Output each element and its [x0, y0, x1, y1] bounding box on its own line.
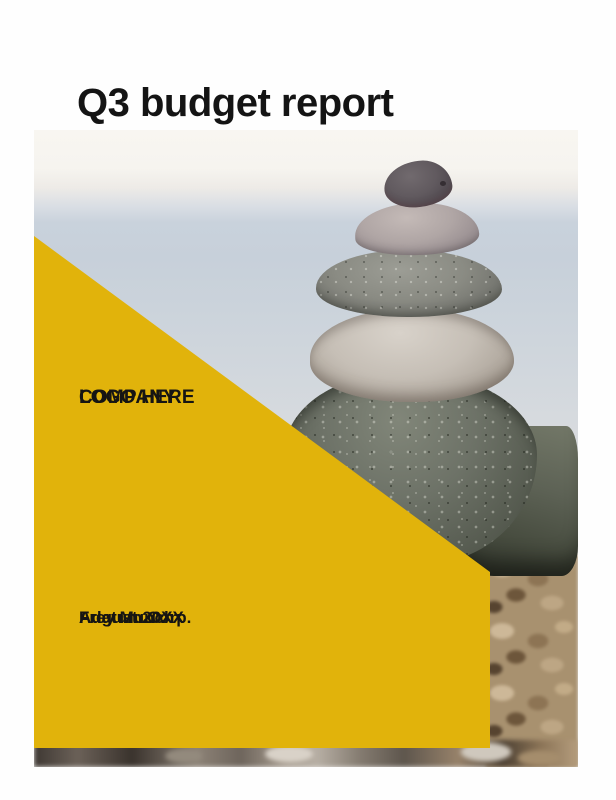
pebble-beach-right [486, 555, 578, 767]
logo-placeholder-line2: LOGO HERE [79, 387, 195, 408]
page-title: Q3 budget report [77, 81, 394, 125]
author-name: Frey Munch [79, 608, 175, 627]
document-date: August 20XX [79, 608, 184, 627]
logo-placeholder-line1: COMPANY [79, 387, 177, 408]
stone-hole-dot [440, 181, 446, 186]
stone-cream [310, 309, 514, 402]
stone-gray [316, 250, 502, 317]
cover-photo: COMPANY LOGO HERE Adatum Corp. August 20… [34, 130, 578, 767]
company-name: Adatum Corp. [79, 608, 192, 627]
stone-pinkish [354, 200, 480, 258]
